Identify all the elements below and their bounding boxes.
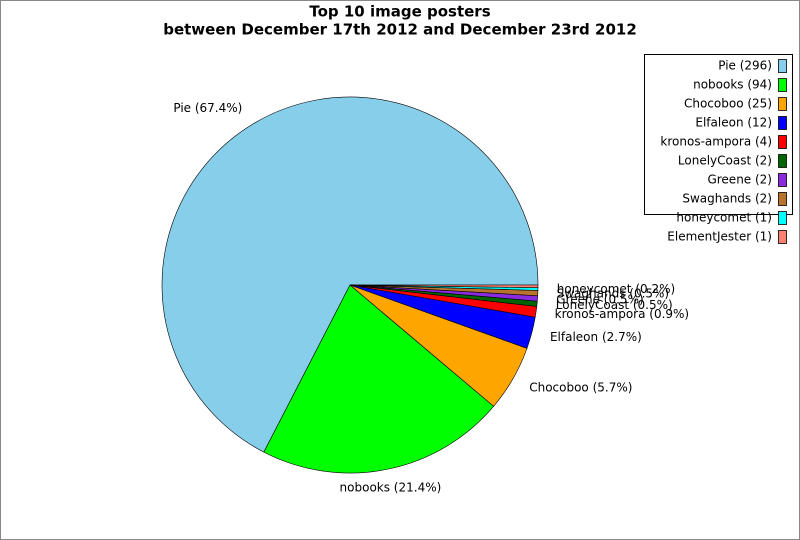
legend-swatch xyxy=(778,116,787,130)
legend-swatch xyxy=(778,135,787,149)
legend-swatch xyxy=(778,192,787,206)
slice-label: Chocoboo (5.7%) xyxy=(529,381,632,395)
legend-label: ElementJester (1) xyxy=(667,230,772,244)
legend-swatch xyxy=(778,230,787,244)
slice-label: kronos-ampora (0.9%) xyxy=(555,307,689,321)
slice-label: Swaghands (0.5%) xyxy=(557,286,670,300)
legend-swatch xyxy=(778,59,787,73)
legend-swatch xyxy=(778,78,787,92)
legend-label: honeycomet (1) xyxy=(676,211,772,225)
slice-label: nobooks (21.4%) xyxy=(340,480,442,494)
pie-slice xyxy=(349,284,539,288)
legend-swatch xyxy=(778,211,787,225)
pie-slice xyxy=(263,284,495,474)
legend-label: kronos-ampora (4) xyxy=(660,135,772,149)
chart-title: Top 10 image posters xyxy=(309,3,490,21)
legend-label: Chocoboo (25) xyxy=(684,97,772,111)
legend-label: LonelyCoast (2) xyxy=(678,154,772,168)
chart-subtitle: between December 17th 2012 and December … xyxy=(163,21,637,39)
slice-label: Elfaleon (2.7%) xyxy=(550,330,642,344)
legend-box xyxy=(644,54,793,215)
legend-label: nobooks (94) xyxy=(693,78,772,92)
slice-label: Pie (67.4%) xyxy=(173,101,242,115)
legend-swatch xyxy=(778,173,787,187)
slice-label: Greene (0.5%) xyxy=(556,292,643,306)
slice-label: honeycomet (0.2%) xyxy=(557,282,675,296)
slice-label: LonelyCoast (0.5%) xyxy=(556,298,673,312)
legend-label: Swaghands (2) xyxy=(682,192,772,206)
legend-label: Greene (2) xyxy=(707,173,772,187)
pie-slice xyxy=(161,96,539,453)
legend-swatch xyxy=(778,97,787,111)
legend-label: Pie (296) xyxy=(718,59,772,73)
legend-swatch xyxy=(778,154,787,168)
legend-label: Elfaleon (12) xyxy=(695,116,772,130)
